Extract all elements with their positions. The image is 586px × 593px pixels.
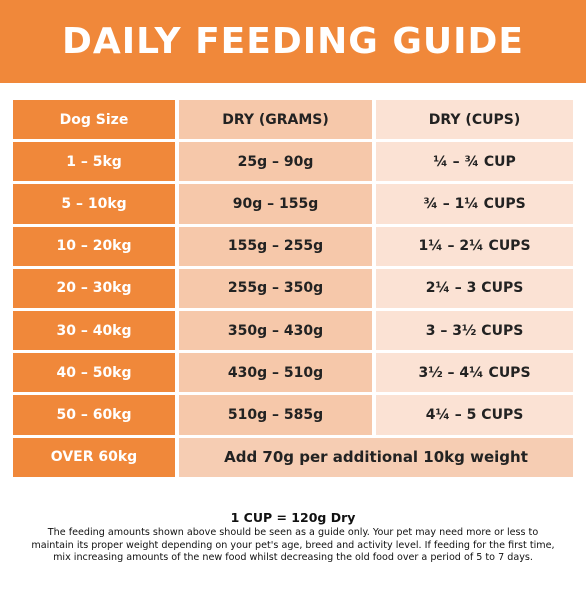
cup-equivalence: 1 CUP = 120g Dry	[230, 510, 356, 525]
row-grams: 255g – 350g	[179, 268, 372, 308]
row-size: 20 – 30kg	[13, 268, 175, 308]
row-cups: ¼ – ¾ CUP	[376, 142, 573, 182]
footnotes: 1 CUP = 120g Dry The feeding amounts sho…	[0, 510, 586, 565]
row-size: 40 – 50kg	[13, 353, 175, 393]
header-dry-cups: DRY (CUPS)	[376, 100, 573, 140]
row-grams: 25g – 90g	[179, 142, 372, 182]
row-grams: 350g – 430g	[179, 310, 372, 351]
note-line: mix increasing amounts of the new food w…	[53, 552, 533, 564]
page-title: DAILY FEEDING GUIDE	[62, 21, 524, 62]
header-banner: DAILY FEEDING GUIDE	[0, 0, 586, 83]
row-cups: 4¼ – 5 CUPS	[376, 395, 573, 435]
row-grams: 430g – 510g	[179, 353, 372, 393]
note-line: The feeding amounts shown above should b…	[47, 527, 539, 538]
row-cups: 3 – 3½ CUPS	[376, 310, 573, 351]
row-cups: 1¼ – 2¼ CUPS	[376, 226, 573, 266]
row-grams: 90g – 155g	[179, 184, 372, 224]
feeding-table: Dog Size DRY (GRAMS) DRY (CUPS) 1 – 5kg …	[13, 100, 573, 477]
header-dog-size: Dog Size	[13, 100, 175, 140]
row-size: 10 – 20kg	[13, 226, 175, 266]
row-size: 30 – 40kg	[13, 310, 175, 351]
row-size: 1 – 5kg	[13, 142, 175, 182]
row-grams: 155g – 255g	[179, 226, 372, 266]
additional-weight-note: Add 70g per additional 10kg weight	[179, 437, 573, 477]
row-size: 5 – 10kg	[13, 184, 175, 224]
header-dry-grams: DRY (GRAMS)	[179, 100, 372, 140]
row-size-over-60kg: OVER 60kg	[13, 437, 175, 477]
row-cups: 2¼ – 3 CUPS	[376, 268, 573, 308]
row-size: 50 – 60kg	[13, 395, 175, 435]
note-line: maintain its proper weight depending on …	[31, 539, 555, 551]
row-grams: 510g – 585g	[179, 395, 372, 435]
row-cups: 3½ – 4¼ CUPS	[376, 353, 573, 393]
row-cups: ¾ – 1¼ CUPS	[376, 184, 573, 224]
